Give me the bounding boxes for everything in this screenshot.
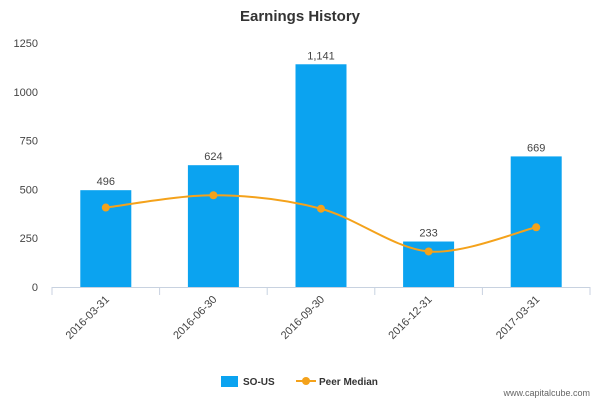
legend-label-so-us: SO-US: [243, 377, 275, 388]
legend: SO-US Peer Median: [221, 376, 378, 388]
bar: [295, 64, 347, 288]
bar: [187, 165, 239, 287]
bar-data-label: 1,141: [307, 50, 335, 62]
peer-median-point: [424, 247, 433, 256]
y-axis: 0 250 500 750 1000 1250: [14, 38, 38, 294]
x-tick-label: 2016-06-30: [171, 294, 219, 342]
y-tick-label: 750: [20, 136, 38, 148]
bar-data-label: 496: [97, 176, 115, 188]
x-tick-label: 2016-03-31: [64, 294, 112, 342]
peer-median-point: [101, 203, 110, 212]
x-axis: 2016-03-31 2016-06-30 2016-09-30 2016-12-31…: [51, 287, 591, 342]
chart-title: Earnings History: [240, 8, 361, 25]
peer-median-series: [101, 191, 541, 256]
bar: [510, 156, 562, 287]
y-tick-label: 500: [20, 184, 38, 196]
peer-median-point: [317, 204, 325, 213]
bar-data-labels: 496 624 1,141 233 669: [97, 50, 546, 239]
legend-swatch-peer-median-marker: [302, 377, 310, 385]
legend-label-peer-median: Peer Median: [319, 377, 378, 388]
bar-data-label: 233: [419, 228, 437, 240]
bar-data-label: 669: [527, 142, 545, 154]
bar-series: [80, 64, 562, 288]
x-tick-label: 2016-09-30: [279, 294, 327, 342]
y-tick-label: 0: [32, 282, 38, 294]
y-tick-label: 1250: [14, 38, 38, 50]
legend-swatch-so-us: [221, 376, 238, 387]
bar-data-label: 624: [204, 151, 222, 163]
y-tick-label: 1000: [14, 87, 38, 99]
peer-median-point: [209, 191, 218, 200]
x-tick-label: 2017-03-31: [494, 294, 542, 342]
peer-median-point: [532, 223, 541, 232]
watermark: www.capitalcube.com: [502, 388, 590, 398]
x-tick-label: 2016-12-31: [386, 294, 434, 342]
y-tick-label: 250: [20, 233, 38, 245]
